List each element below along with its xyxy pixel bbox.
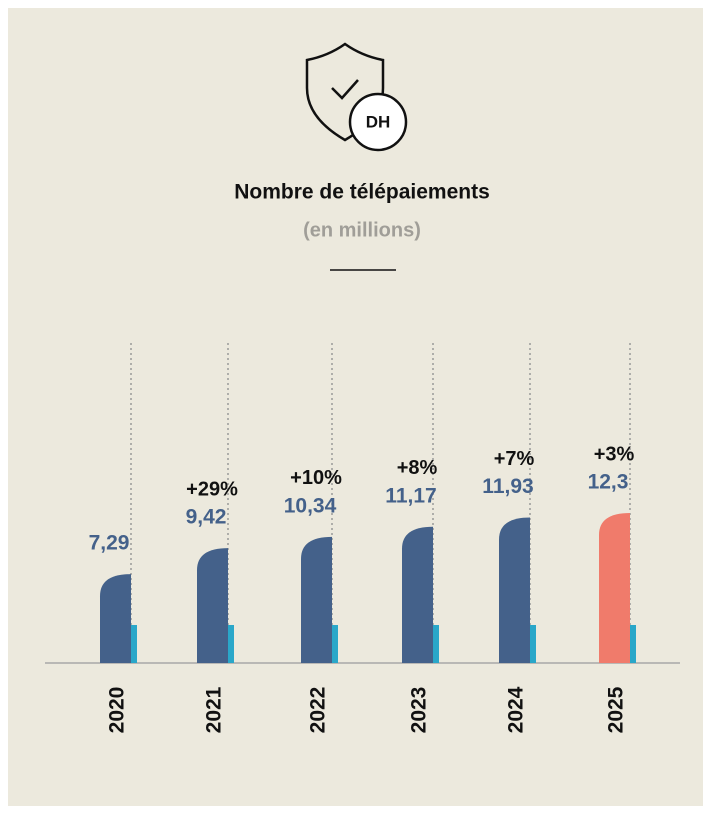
background (8, 8, 703, 806)
value-label: 10,34 (284, 494, 337, 517)
bar (100, 574, 131, 663)
x-tick-label: 2022 (307, 687, 330, 734)
bar-accent (130, 625, 137, 663)
bar-accent (529, 625, 536, 663)
value-label: 12,3 (588, 471, 629, 494)
bar-accent (227, 625, 234, 663)
bar (599, 513, 630, 663)
growth-label: +10% (290, 467, 342, 489)
bar (402, 526, 433, 663)
chart-title: Nombre de télépaiements (234, 181, 490, 204)
growth-label: +3% (594, 443, 635, 465)
value-label: 11,17 (385, 484, 436, 507)
bar-accent (432, 625, 439, 663)
x-tick-label: 2020 (106, 687, 129, 734)
x-tick-label: 2023 (408, 687, 431, 734)
x-tick-label: 2021 (203, 686, 226, 733)
icon (305, 42, 408, 152)
value-label: 9,42 (186, 506, 227, 529)
icon-label: DH (366, 112, 391, 131)
chart-subtitle: (en millions) (303, 219, 421, 241)
bar-accent (331, 625, 338, 663)
value-label: 11,93 (482, 475, 533, 498)
bar-accent (629, 625, 636, 663)
x-tick-label: 2025 (605, 686, 628, 733)
bar (197, 548, 228, 663)
value-label: 7,29 (89, 532, 130, 555)
growth-label: +8% (397, 457, 438, 479)
growth-label: +29% (186, 478, 238, 500)
growth-label: +7% (494, 448, 535, 470)
bar (301, 536, 332, 663)
x-tick-label: 2024 (505, 686, 528, 733)
bar (499, 517, 530, 663)
